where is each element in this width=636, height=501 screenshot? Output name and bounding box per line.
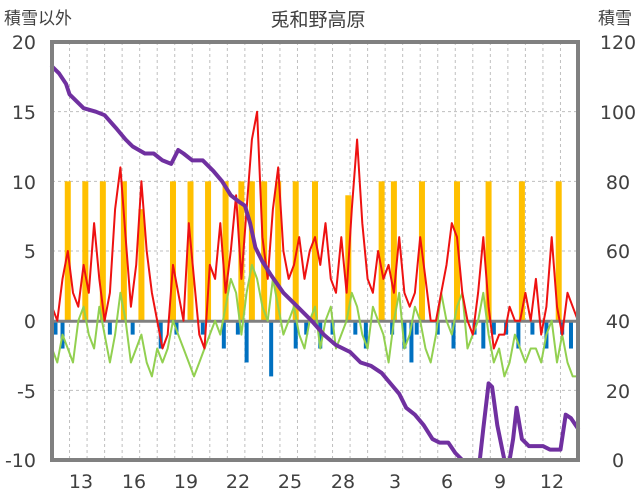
left-tick: -5: [17, 381, 36, 403]
sunshine-bar: [99, 181, 106, 321]
plot-frame: [50, 40, 580, 462]
right-axis: 120 100 80 60 40 20 0: [600, 32, 636, 472]
sunshine-bar: [222, 181, 229, 321]
sunshine-bar: [248, 181, 255, 321]
sunshine-bar: [82, 181, 89, 321]
sunshine-bar: [275, 181, 282, 321]
precip-bar: [414, 320, 419, 335]
x-tick: 28: [331, 471, 355, 493]
precip-bar: [53, 320, 58, 335]
precip-bar: [451, 320, 456, 349]
sunshine-bar: [378, 181, 385, 321]
precip-bar: [235, 320, 240, 335]
x-axis: 13 16 19 22 25 28 3 6 9 12: [69, 471, 564, 493]
sunshine-bar: [205, 181, 212, 321]
sunshine-bar: [518, 181, 525, 321]
sunshine-bar: [454, 181, 461, 321]
x-tick: 25: [278, 471, 302, 493]
right-tick: 0: [612, 450, 624, 472]
precip-bar: [530, 320, 535, 335]
left-axis-title: 積雪以外: [4, 9, 72, 29]
right-tick: 80: [606, 172, 630, 194]
left-tick: -10: [5, 450, 36, 472]
x-tick: 13: [69, 471, 93, 493]
precip-bar: [568, 320, 573, 349]
sunshine-bar: [238, 181, 245, 321]
precip-bar: [318, 320, 323, 349]
left-tick: 5: [24, 241, 36, 263]
precip-bar: [402, 320, 407, 349]
left-tick: 20: [12, 32, 36, 54]
x-tick: 9: [494, 471, 506, 493]
sunshine-bar: [555, 181, 562, 321]
x-tick: 22: [226, 471, 250, 493]
precip-bar: [409, 320, 414, 363]
right-tick: 120: [600, 32, 636, 54]
sunshine-bar: [312, 181, 318, 321]
precip-bar: [107, 320, 112, 335]
x-tick: 6: [441, 471, 453, 493]
x-tick: 3: [389, 471, 401, 493]
precip-bar: [304, 320, 309, 335]
precip-bar: [353, 320, 358, 335]
precip-bar: [130, 320, 135, 335]
precip-bar: [481, 320, 486, 349]
right-tick: 60: [606, 241, 630, 263]
precip-bar: [269, 320, 274, 377]
min-temp-line: [51, 263, 579, 378]
sunshine-bar: [138, 209, 145, 321]
sunshine-bar: [169, 181, 176, 321]
sunshine-bar: [120, 181, 127, 321]
precip-bar: [221, 320, 226, 349]
precip-bar: [244, 320, 249, 363]
left-axis: 20 15 10 5 0 -5 -10: [5, 32, 36, 472]
left-tick: 15: [12, 102, 36, 124]
right-tick: 100: [600, 102, 636, 124]
sunshine-bar: [390, 181, 397, 321]
sunshine-bar: [485, 181, 492, 321]
right-tick: 20: [606, 381, 630, 403]
right-axis-title: 積雪: [598, 9, 632, 29]
precip-bar: [516, 320, 521, 349]
series-lines: [50, 64, 580, 462]
snow-depth-line: [50, 64, 580, 462]
chart-title: 兎和野高原: [270, 9, 365, 31]
left-tick: 0: [24, 311, 36, 333]
x-tick: 12: [540, 471, 564, 493]
precip-bar: [363, 320, 368, 349]
precip-bar: [200, 320, 205, 335]
x-tick: 19: [174, 471, 198, 493]
left-tick: 10: [12, 172, 36, 194]
precip-bar: [491, 320, 496, 335]
max-temp-line: [51, 110, 579, 350]
x-tick: 16: [122, 471, 146, 493]
precip-bar: [293, 320, 298, 349]
right-tick: 40: [606, 311, 630, 333]
